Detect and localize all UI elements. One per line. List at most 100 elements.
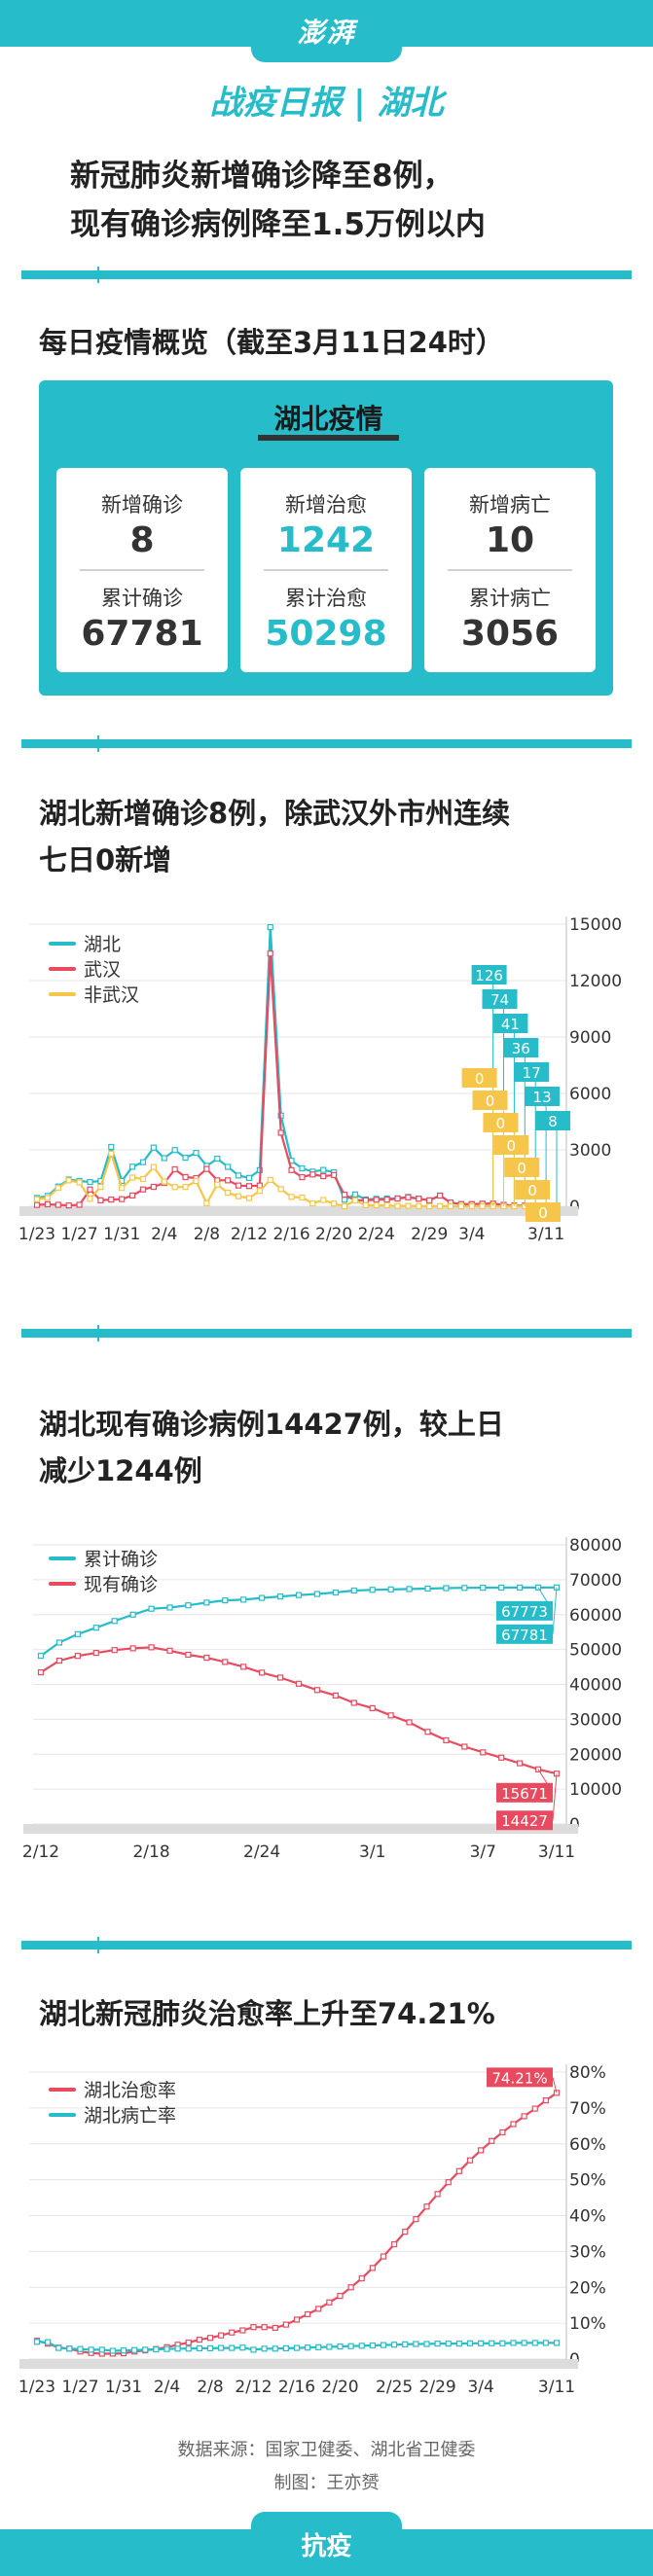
data-point: [120, 2347, 127, 2354]
annotation-leader: [552, 2077, 558, 2093]
y-tick-label: 3000: [569, 1141, 611, 1161]
stat-separator: [80, 569, 204, 571]
y-tick-label: 20%: [569, 2278, 606, 2298]
data-point: [489, 2137, 495, 2144]
data-point: [119, 1185, 126, 1192]
data-point: [225, 1190, 232, 1197]
annotation-box: [487, 2067, 553, 2088]
data-point: [332, 1589, 339, 1596]
section-divider: [21, 1325, 632, 1342]
data-point: [55, 1639, 63, 1646]
x-tick-label: 1/27: [60, 1225, 97, 1244]
data-point: [423, 2203, 430, 2210]
data-point: [373, 1201, 380, 1209]
stat-label: 新增确诊: [101, 493, 183, 517]
data-point: [148, 1644, 155, 1651]
data-point: [358, 2343, 365, 2349]
data-point: [171, 1165, 178, 1173]
data-point: [66, 2345, 73, 2352]
data-point: [387, 1586, 394, 1592]
annotation-box: [525, 1087, 561, 1106]
data-point: [239, 2344, 246, 2351]
data-point: [480, 1749, 487, 1756]
data-point: [139, 1175, 147, 1183]
data-point: [295, 1680, 303, 1687]
data-point: [74, 1653, 81, 1660]
data-point: [235, 1182, 242, 1189]
data-point: [498, 1754, 505, 1761]
data-point: [259, 1594, 266, 1601]
annotation-label: 0: [527, 1182, 537, 1199]
annotation-label: 0: [486, 1092, 495, 1110]
data-point: [466, 2157, 474, 2164]
data-point: [406, 1719, 413, 1726]
x-axis-band: [19, 2359, 578, 2369]
annotation-box: [496, 1624, 553, 1644]
annotation-label: 15671: [501, 1785, 548, 1803]
data-point: [203, 1199, 210, 1206]
data-point: [434, 2191, 441, 2198]
data-point: [437, 1202, 444, 1209]
data-point: [517, 1584, 524, 1592]
daily-new-cases-chart: 15000 12000 9000 6000 3000 0 1/23 1/27 1/31 2/4 2/…: [18, 915, 622, 1244]
data-point: [293, 2344, 301, 2351]
x-tick-label: 2/24: [358, 1225, 395, 1244]
data-point: [111, 1618, 118, 1625]
data-point: [341, 1192, 348, 1199]
data-point: [394, 1202, 401, 1209]
data-point: [245, 1195, 253, 1201]
page-headline: 战疫日报 | 湖北: [209, 84, 444, 123]
data-point: [55, 2344, 62, 2351]
data-point: [166, 1647, 173, 1654]
data-point: [182, 1173, 189, 1181]
annotation-label: 36: [512, 1040, 530, 1057]
annotation-label: 17: [523, 1064, 541, 1082]
data-point: [480, 1585, 487, 1592]
data-point: [331, 1200, 338, 1207]
data-point: [315, 2306, 322, 2312]
data-point: [44, 1200, 51, 1208]
data-point: [250, 2346, 257, 2353]
annotation-leader: [552, 1587, 558, 1634]
annotation-label: 67773: [501, 1603, 548, 1621]
section-divider: [21, 735, 632, 752]
data-point: [299, 1194, 306, 1201]
data-point: [499, 2340, 506, 2346]
stat-card: 新增治愈 1242 累计治愈 50298: [240, 468, 412, 672]
data-point: [295, 1592, 303, 1598]
data-point: [229, 2329, 236, 2336]
annotation-label: 41: [501, 1016, 520, 1033]
data-point: [239, 2327, 246, 2334]
data-point: [87, 1196, 93, 1202]
intro-line-2: 现有确诊病例降至1.5万例以内: [70, 207, 486, 242]
data-point: [531, 2340, 538, 2346]
data-point: [461, 1743, 468, 1750]
x-tick-label: 2/24: [243, 1843, 280, 1862]
data-point: [455, 2167, 462, 2174]
data-point: [65, 1202, 72, 1209]
data-point: [171, 1184, 178, 1191]
panel-title: 湖北疫情: [273, 403, 383, 435]
data-point: [391, 2342, 398, 2348]
data-point: [33, 2339, 41, 2345]
data-point: [92, 1625, 99, 1631]
recovery-rate-chart: 80%70%60%50%40%30%20%10%01/231/271/312/4…: [18, 2063, 606, 2397]
annotation-box: [503, 1038, 539, 1057]
data-point: [76, 1201, 83, 1208]
data-point: [166, 1604, 173, 1611]
x-tick-label: 2/12: [235, 2378, 272, 2397]
chart2-title: 湖北现有确诊病例14427例，较上日 减少1244例: [39, 1401, 504, 1494]
data-point: [225, 1163, 232, 1170]
data-point: [129, 1611, 136, 1618]
y-tick-label: 12000: [569, 972, 622, 991]
data-point: [489, 2340, 495, 2346]
y-tick-label: 40000: [569, 1676, 622, 1696]
data-point: [196, 2344, 202, 2352]
stat-value: 3056: [460, 614, 560, 654]
data-point: [461, 1585, 468, 1592]
y-tick-label: 9000: [569, 1028, 611, 1048]
data-point: [426, 1197, 433, 1204]
data-point: [65, 1177, 72, 1184]
x-axis-band: [19, 1206, 578, 1216]
data-point: [320, 1166, 327, 1173]
